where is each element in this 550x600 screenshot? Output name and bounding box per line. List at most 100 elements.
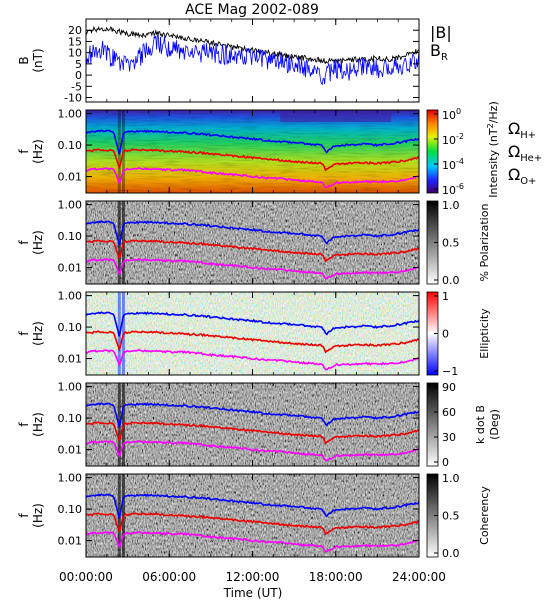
y-tick-label: 0.01	[58, 535, 83, 548]
y-axis-label: f	[17, 422, 31, 427]
colorbar-tick-label: 1.0	[442, 472, 460, 485]
colorbar-tick-label: 90	[442, 381, 456, 394]
x-axis-label: Time (UT)	[223, 586, 283, 600]
x-tick-label: 00:00:00	[59, 570, 113, 584]
ellipticity-panel: 1.00 0.10 0.01 f (Hz) 1 0 −1 Ellipticity	[17, 290, 491, 378]
colorbar-tick-label: 10-6	[442, 182, 464, 197]
colorbar-tick-label: 0	[442, 328, 449, 341]
legend-entry-gyro: ΩO+	[508, 165, 536, 187]
legend-entry-gyro: ΩHe+	[508, 142, 542, 164]
colorbar-tick-label: 0.5	[442, 510, 460, 523]
gyrofrequency-line	[86, 421, 419, 445]
y-axis-unit: (Hz)	[31, 503, 45, 528]
plot-area	[86, 19, 419, 102]
y-tick-label: -5	[71, 80, 82, 93]
y-tick-label: 1.00	[58, 108, 83, 121]
gyrofrequency-line	[86, 148, 419, 172]
y-ticks: 1.00 0.10 0.01	[58, 290, 419, 366]
x-ticks	[85, 383, 420, 466]
x-tick-label: 18:00:00	[309, 570, 363, 584]
spectrogram-texture	[86, 474, 419, 557]
y-axis-unit: (Hz)	[31, 412, 45, 437]
gyrofrequency-line	[86, 349, 419, 371]
y-ticks: 1.00 0.10 0.01	[58, 472, 419, 548]
y-tick-label: 1.00	[58, 381, 83, 394]
gyrofrequency-line	[86, 512, 419, 536]
x-tick-label: 24:00:00	[392, 570, 446, 584]
colorbar-tick-label: 30	[442, 431, 456, 444]
y-tick-label: 1.00	[58, 199, 83, 212]
gyrofrequency-line	[86, 531, 419, 553]
y-axis-label: f	[17, 240, 31, 245]
y-ticks: 1.00 0.10 0.01	[58, 381, 419, 457]
colorbar-tick-label: 0.5	[442, 237, 460, 250]
spectrogram	[86, 474, 419, 557]
colorbar: 100 10-2 10-4 10-6 Intensity (nT2/Hz)	[426, 101, 500, 198]
spectrogram	[86, 110, 419, 193]
y-axis-label: f	[17, 149, 31, 154]
y-tick-label: 20	[68, 24, 82, 37]
polarization-panel: 1.00 0.10 0.01 f (Hz) 1.0 0.5 0.0 % Polarization	[17, 199, 491, 287]
k-dot-b-panel: 1.00 0.10 0.01 f (Hz) 90 60 30 0 k dot B (Deg)	[17, 381, 501, 469]
colorbar: 1.0 0.5 0.0 % Polarization	[426, 199, 491, 287]
colorbar-tick-label: 1	[442, 290, 449, 303]
legend-entry-b-magnitude: |B|	[430, 23, 452, 42]
spectrogram	[86, 292, 419, 375]
gyrofrequency-line	[86, 239, 419, 263]
colorbar: 1 0 −1 Ellipticity	[426, 290, 491, 378]
colorbar-tick-label: 60	[442, 406, 456, 419]
y-tick-label: 0	[75, 69, 82, 82]
colorbar-label: k dot B	[474, 405, 487, 444]
spectrogram-texture	[86, 383, 419, 466]
colorbar-tick-label: 1.0	[442, 199, 460, 212]
gyrofrequency-line	[86, 167, 419, 189]
gyrofrequency-line	[86, 493, 419, 519]
gyrofrequency-line	[86, 440, 419, 462]
colorbar-tick-label: 10-2	[442, 132, 464, 147]
y-tick-label: -10	[64, 92, 82, 105]
y-axis-unit: (Hz)	[31, 139, 45, 164]
x-ticks	[85, 292, 420, 375]
colorbar-label: Coherency	[478, 486, 491, 545]
y-tick-label: 0.10	[58, 230, 83, 243]
series-line-b-magnitude	[86, 25, 419, 65]
gyrofrequency-line	[86, 220, 419, 246]
y-axis-label: f	[17, 513, 31, 518]
y-tick-label: 0.01	[58, 444, 83, 457]
y-tick-label: 0.01	[58, 171, 83, 184]
y-tick-label: 0.01	[58, 353, 83, 366]
legend-entry-b-r: BR	[430, 41, 448, 63]
figure-title: ACE Mag 2002-089	[185, 2, 319, 18]
gyrofrequency-legend: ΩH+ΩHe+ΩO+	[508, 119, 542, 187]
x-ticks	[85, 201, 420, 284]
x-ticks	[85, 110, 420, 193]
y-tick-label: 5	[75, 58, 82, 71]
series-line-b-r	[86, 34, 419, 86]
y-tick-label: 0.10	[58, 503, 83, 516]
gyrofrequency-line	[86, 258, 419, 280]
intensity-panel: 1.00 0.10 0.01 f (Hz) 100 10-2 10-4 10-6 Intensit…	[17, 101, 542, 198]
series-lines	[86, 25, 419, 86]
legend-entry-gyro: ΩH+	[508, 119, 536, 141]
coherency-panel: 1.00 0.10 0.01 f (Hz) 1.0 0.5 0.0 Coherency	[17, 472, 491, 560]
y-tick-label: 15	[68, 35, 82, 48]
y-tick-label: 10	[68, 47, 82, 60]
y-tick-label: 1.00	[58, 290, 83, 303]
colorbar-gradient	[426, 109, 439, 194]
x-tick-label: 12:00:00	[226, 570, 280, 584]
colorbar-tick-label: 10-4	[442, 157, 464, 172]
colorbar-label-unit: (Deg)	[488, 409, 501, 440]
x-tick-label: 06:00:00	[142, 570, 196, 584]
y-axis-unit: (nT)	[31, 48, 45, 72]
y-axis-unit: (Hz)	[31, 321, 45, 346]
gyrofrequency-line	[86, 311, 419, 337]
y-axis-label: B	[17, 56, 31, 64]
colorbar-label: Intensity (nT2/Hz)	[486, 101, 500, 198]
colorbar: 90 60 30 0 k dot B (Deg)	[426, 381, 501, 469]
y-ticks: 1.00 0.10 0.01	[58, 199, 419, 275]
x-ticks	[85, 19, 420, 102]
spectrogram-texture	[86, 110, 419, 193]
